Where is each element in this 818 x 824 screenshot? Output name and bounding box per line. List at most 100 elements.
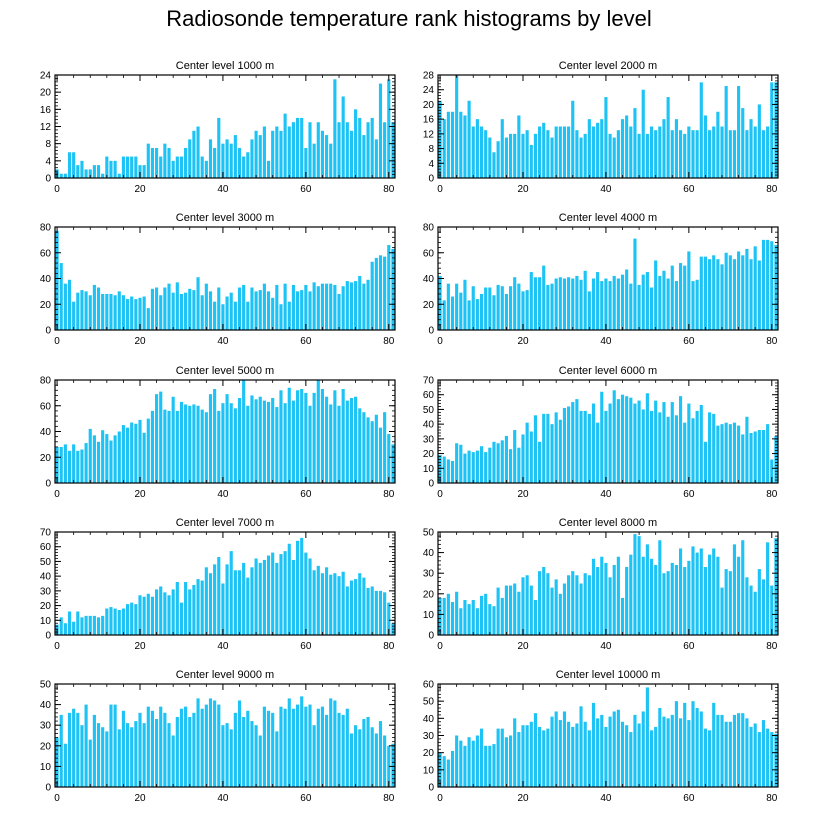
histogram-bar xyxy=(233,570,237,635)
histogram-bar xyxy=(329,283,333,330)
histogram-bar xyxy=(159,156,163,178)
histogram-bar xyxy=(101,727,105,787)
histogram-bar xyxy=(525,422,529,483)
histogram-bar xyxy=(266,291,271,330)
histogram-bar xyxy=(732,259,737,330)
histogram-bar xyxy=(370,421,374,483)
histogram-bar xyxy=(720,126,724,178)
panel-1: Center level 1000 m 0 20 40 60 80 0 4 8 12 16 20 24 xyxy=(40,60,396,195)
histogram-bar xyxy=(645,393,649,483)
x-tick-label: 60 xyxy=(300,489,312,500)
histogram-bar xyxy=(463,115,467,178)
histogram-bar xyxy=(591,126,596,178)
histogram-bar xyxy=(237,570,242,635)
panel-title: Center level 7000 m xyxy=(176,517,274,529)
y-tick-label: 12 xyxy=(423,129,435,140)
y-tick-label: 50 xyxy=(423,528,435,539)
histogram-bar xyxy=(378,590,383,635)
histogram-bar xyxy=(612,711,616,787)
histogram-bar xyxy=(550,716,554,787)
histogram-bar xyxy=(554,711,558,787)
histogram-bar xyxy=(366,716,370,787)
histogram-bar xyxy=(625,396,629,483)
histogram-bar xyxy=(538,726,542,787)
histogram-bar xyxy=(513,133,517,178)
histogram-bar xyxy=(774,82,778,178)
histogram-bar xyxy=(670,714,674,787)
histogram-bar xyxy=(533,415,538,483)
y-tick-label: 10 xyxy=(40,616,52,627)
histogram-bar xyxy=(134,299,138,330)
histogram-bar xyxy=(155,394,159,483)
histogram-bar xyxy=(770,241,774,330)
histogram-bar xyxy=(450,296,455,330)
histogram-bar xyxy=(254,130,258,178)
histogram-bar xyxy=(649,410,654,483)
histogram-bar xyxy=(703,441,708,483)
histogram-bar xyxy=(258,135,262,178)
histogram-bar xyxy=(728,721,732,787)
histogram-bar xyxy=(229,729,233,787)
histogram-bar xyxy=(645,272,649,330)
histogram-bar xyxy=(196,126,200,178)
histogram-bar xyxy=(279,554,283,635)
panel-3: Center level 3000 m 0 20 40 60 80 0 20 40 60 80 xyxy=(40,212,396,347)
histogram-bar xyxy=(275,731,279,787)
histogram-bar xyxy=(562,278,567,330)
panel-7: Center level 7000 m 0 20 40 60 80 0 10 20 30 40 50 6… xyxy=(40,517,396,652)
histogram-bar xyxy=(749,119,753,178)
histogram-bar xyxy=(275,407,279,483)
histogram-bar xyxy=(325,714,329,787)
histogram-bar xyxy=(80,617,84,635)
histogram-bar xyxy=(204,283,208,330)
histogram-bar xyxy=(142,296,146,330)
histogram-bar xyxy=(496,587,500,635)
histogram-bar xyxy=(59,714,63,787)
x-tick-label: 20 xyxy=(134,641,146,652)
histogram-bar xyxy=(217,287,221,330)
histogram-bar xyxy=(229,143,233,178)
histogram-bar xyxy=(358,573,362,635)
histogram-bar xyxy=(121,608,125,635)
histogram-bar xyxy=(604,97,608,178)
histogram-bar xyxy=(391,743,395,787)
histogram-bar xyxy=(741,540,745,635)
histogram-bar xyxy=(716,556,720,635)
histogram-bar xyxy=(237,287,242,330)
histogram-bar xyxy=(362,135,366,178)
histogram-bar xyxy=(308,291,312,330)
histogram-bar xyxy=(316,565,320,635)
histogram-bar xyxy=(438,597,442,635)
histogram-bar xyxy=(105,731,109,787)
histogram-bar xyxy=(728,130,732,178)
histogram-bar xyxy=(666,278,670,330)
histogram-bar xyxy=(500,728,504,787)
y-tick-label: 10 xyxy=(423,610,435,621)
histogram-bar xyxy=(674,281,678,330)
y-tick-label: 20 xyxy=(40,453,52,464)
histogram-bar xyxy=(246,152,250,178)
histogram-bar xyxy=(620,119,625,178)
histogram-bar xyxy=(287,698,291,787)
x-tick-label: 40 xyxy=(600,641,612,652)
histogram-bar xyxy=(134,604,138,635)
histogram-bar xyxy=(492,152,496,178)
y-tick-label: 60 xyxy=(423,390,435,401)
histogram-bar xyxy=(250,287,254,330)
histogram-bar xyxy=(225,394,229,483)
histogram-bar xyxy=(670,562,674,635)
histogram-bar xyxy=(84,169,88,178)
histogram-bar xyxy=(708,130,712,178)
histogram-bar xyxy=(92,615,96,635)
histogram-bar xyxy=(620,274,625,330)
histogram-bar xyxy=(766,126,770,178)
histogram-bar xyxy=(225,139,229,178)
histogram-bar xyxy=(72,621,76,635)
histogram-bar xyxy=(732,130,737,178)
histogram-bar xyxy=(266,555,271,635)
histogram-bar xyxy=(583,721,587,787)
histogram-bar xyxy=(258,396,262,483)
histogram-bar xyxy=(562,583,567,635)
histogram-bar xyxy=(316,708,320,787)
histogram-bar xyxy=(666,97,670,178)
